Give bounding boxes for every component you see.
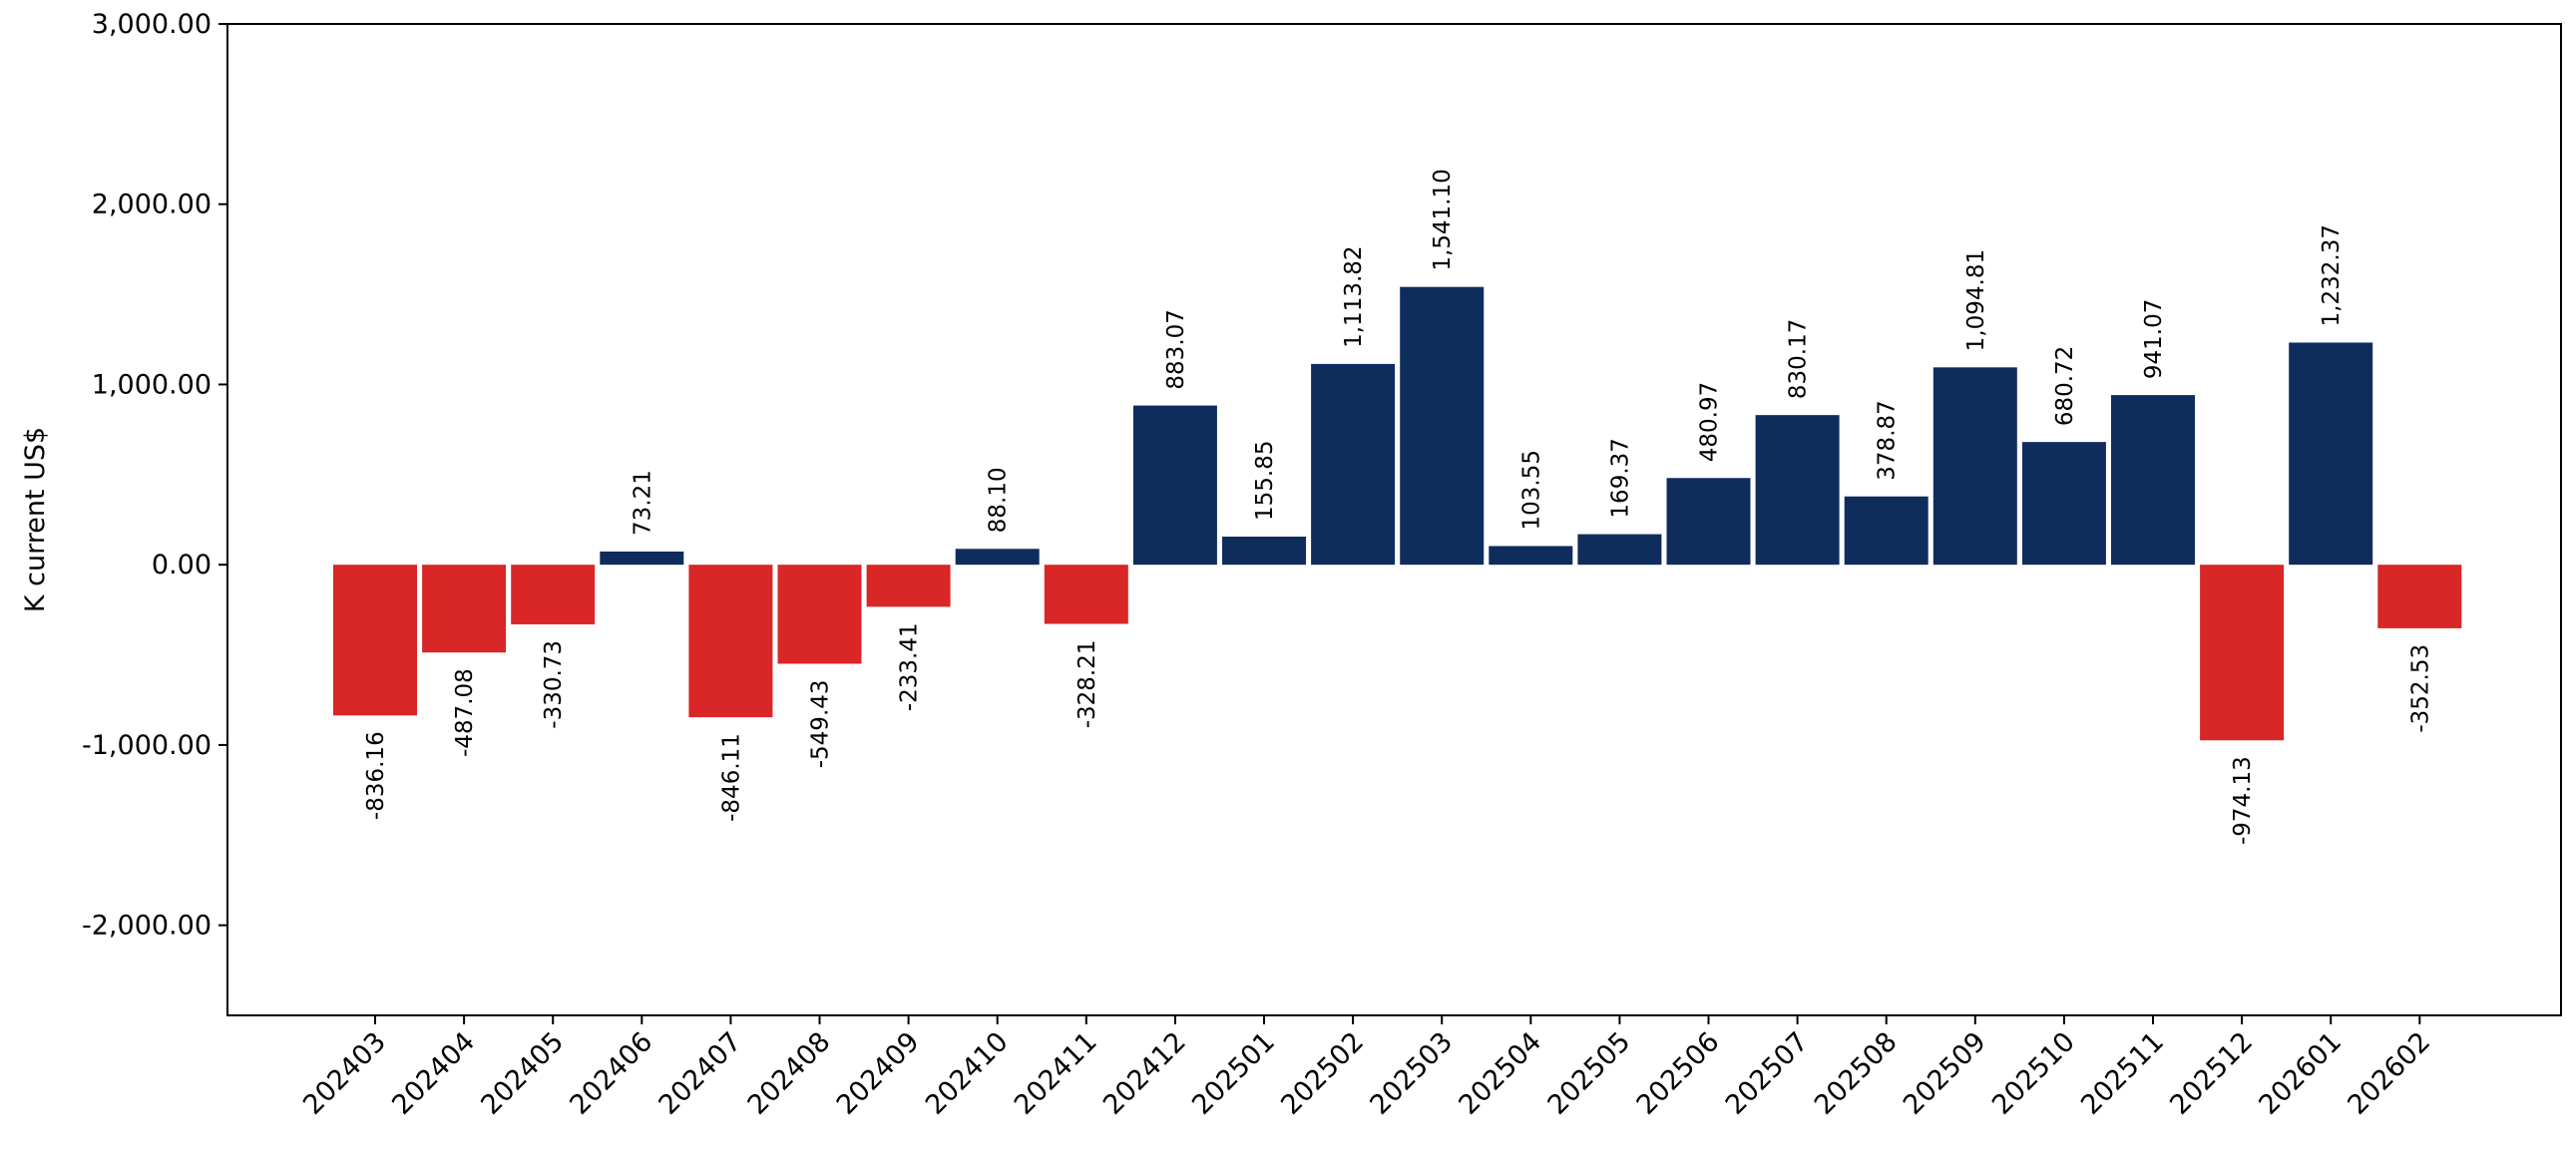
- data-label: 1,094.81: [1963, 249, 1989, 351]
- y-tick-label: -2,000.00: [82, 911, 212, 942]
- data-label: 169.37: [1607, 438, 1633, 518]
- data-label: 1,541.10: [1430, 169, 1456, 270]
- bar: [2289, 342, 2373, 566]
- bar: [955, 549, 1040, 566]
- x-tick-label: 202406: [564, 1026, 658, 1121]
- bar: [688, 565, 773, 718]
- x-tick-label: 202510: [1986, 1026, 2081, 1121]
- x-axis: 2024032024042024052024062024072024082024…: [297, 1015, 2436, 1121]
- x-tick-label: 202602: [2342, 1026, 2436, 1121]
- data-label: -328.21: [1074, 639, 1100, 728]
- plot-frame: [226, 23, 2562, 1016]
- data-label: 941.07: [2141, 299, 2167, 379]
- data-label: -846.11: [718, 733, 744, 822]
- data-label: 73.21: [630, 470, 655, 536]
- data-label: 103.55: [1518, 450, 1544, 530]
- bar: [1844, 496, 1929, 566]
- data-label: 88.10: [986, 467, 1012, 533]
- bar: [2111, 395, 2195, 566]
- y-tick-label: 2,000.00: [92, 190, 212, 220]
- bar: [1044, 565, 1128, 624]
- x-tick-label: 202410: [920, 1026, 1015, 1121]
- x-tick-label: 202601: [2253, 1026, 2348, 1121]
- x-tick-label: 202404: [386, 1026, 481, 1121]
- x-tick-label: 202509: [1898, 1026, 1992, 1121]
- bar: [777, 565, 862, 664]
- bar: [333, 565, 417, 716]
- bar: [422, 565, 507, 653]
- data-label: -487.08: [452, 668, 478, 757]
- x-tick-label: 202512: [2164, 1026, 2259, 1121]
- data-labels-layer: -836.16 -487.08 -330.73 73.21 -846.11 -549.43…: [363, 169, 2433, 845]
- data-label: 155.85: [1252, 441, 1278, 521]
- data-label: 883.07: [1163, 309, 1189, 389]
- x-tick-label: 202403: [297, 1026, 392, 1121]
- bar: [1132, 405, 1217, 566]
- data-label: -352.53: [2407, 644, 2433, 733]
- data-label: 378.87: [1875, 400, 1901, 480]
- data-label: -974.13: [2230, 756, 2256, 845]
- bar: [866, 565, 951, 607]
- x-tick-label: 202405: [475, 1026, 570, 1121]
- data-label: -233.41: [897, 622, 923, 711]
- data-label: 830.17: [1786, 319, 1812, 399]
- x-tick-label: 202507: [1720, 1026, 1815, 1121]
- bar: [1400, 286, 1485, 566]
- y-tick-label: -1,000.00: [82, 730, 212, 761]
- bar: [1755, 415, 1840, 566]
- data-label: 480.97: [1697, 382, 1723, 462]
- x-tick-label: 202506: [1631, 1026, 1726, 1121]
- x-tick-label: 202511: [2075, 1026, 2170, 1121]
- x-tick-label: 202502: [1275, 1026, 1370, 1121]
- data-label: 1,232.37: [2319, 224, 2345, 326]
- bar: [1489, 546, 1573, 566]
- bar: [2377, 565, 2462, 628]
- data-label: -549.43: [808, 679, 834, 768]
- bar: [1932, 367, 2017, 566]
- bar: [1577, 534, 1662, 566]
- x-tick-label: 202503: [1364, 1026, 1459, 1121]
- y-tick-label: 1,000.00: [92, 369, 212, 400]
- x-tick-label: 202508: [1809, 1026, 1904, 1121]
- data-label: 680.72: [2052, 346, 2078, 426]
- y-axis-label: K current US$: [20, 427, 51, 612]
- x-tick-label: 202505: [1542, 1026, 1637, 1121]
- x-tick-label: 202412: [1097, 1026, 1192, 1121]
- bar: [1666, 478, 1751, 566]
- bar: [600, 551, 684, 566]
- y-axis: -2,000.00 -1,000.00 0.00 1,000.00 2,000.00 3,…: [82, 9, 227, 942]
- data-label: -330.73: [541, 640, 567, 729]
- y-tick-label: 0.00: [152, 550, 212, 581]
- y-tick-label: 3,000.00: [92, 9, 212, 40]
- x-tick-label: 202411: [1009, 1026, 1103, 1121]
- data-label: 1,113.82: [1341, 245, 1367, 347]
- bar: [1222, 537, 1306, 566]
- x-tick-label: 202501: [1186, 1026, 1281, 1121]
- bar: [1311, 363, 1396, 566]
- x-tick-label: 202409: [831, 1026, 926, 1121]
- x-tick-label: 202504: [1453, 1026, 1547, 1121]
- bar: [511, 565, 596, 624]
- x-tick-label: 202407: [653, 1026, 748, 1121]
- bar: [2021, 442, 2106, 566]
- x-tick-label: 202408: [742, 1026, 837, 1121]
- bar: [2200, 565, 2285, 741]
- data-label: -836.16: [363, 731, 389, 820]
- bars-layer: [333, 286, 2462, 741]
